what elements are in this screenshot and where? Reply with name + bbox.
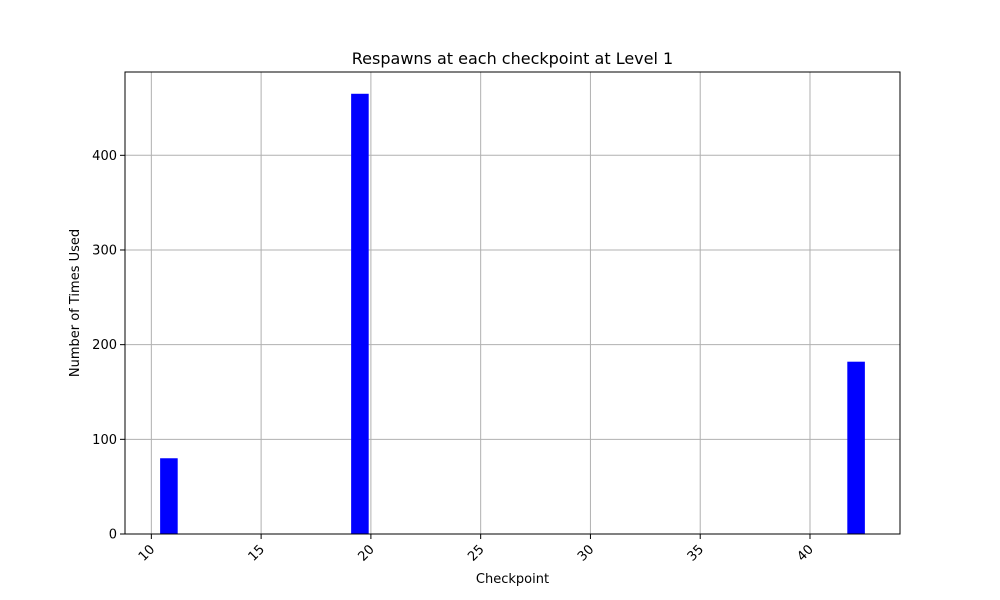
bar [351,93,369,534]
y-tick-label: 300 [92,243,117,258]
y-tick-label: 400 [92,149,117,164]
bar [160,458,178,534]
bars [160,93,865,534]
y-tick-label: 100 [92,433,117,448]
bar [847,361,865,534]
y-tick-label: 0 [109,528,117,543]
chart-title: Respawns at each checkpoint at Level 1 [352,49,673,68]
y-axis-label: Number of Times Used [68,229,83,377]
y-tick-label: 200 [92,338,117,353]
x-axis-label: Checkpoint [476,572,549,587]
plot-frame [124,71,901,535]
